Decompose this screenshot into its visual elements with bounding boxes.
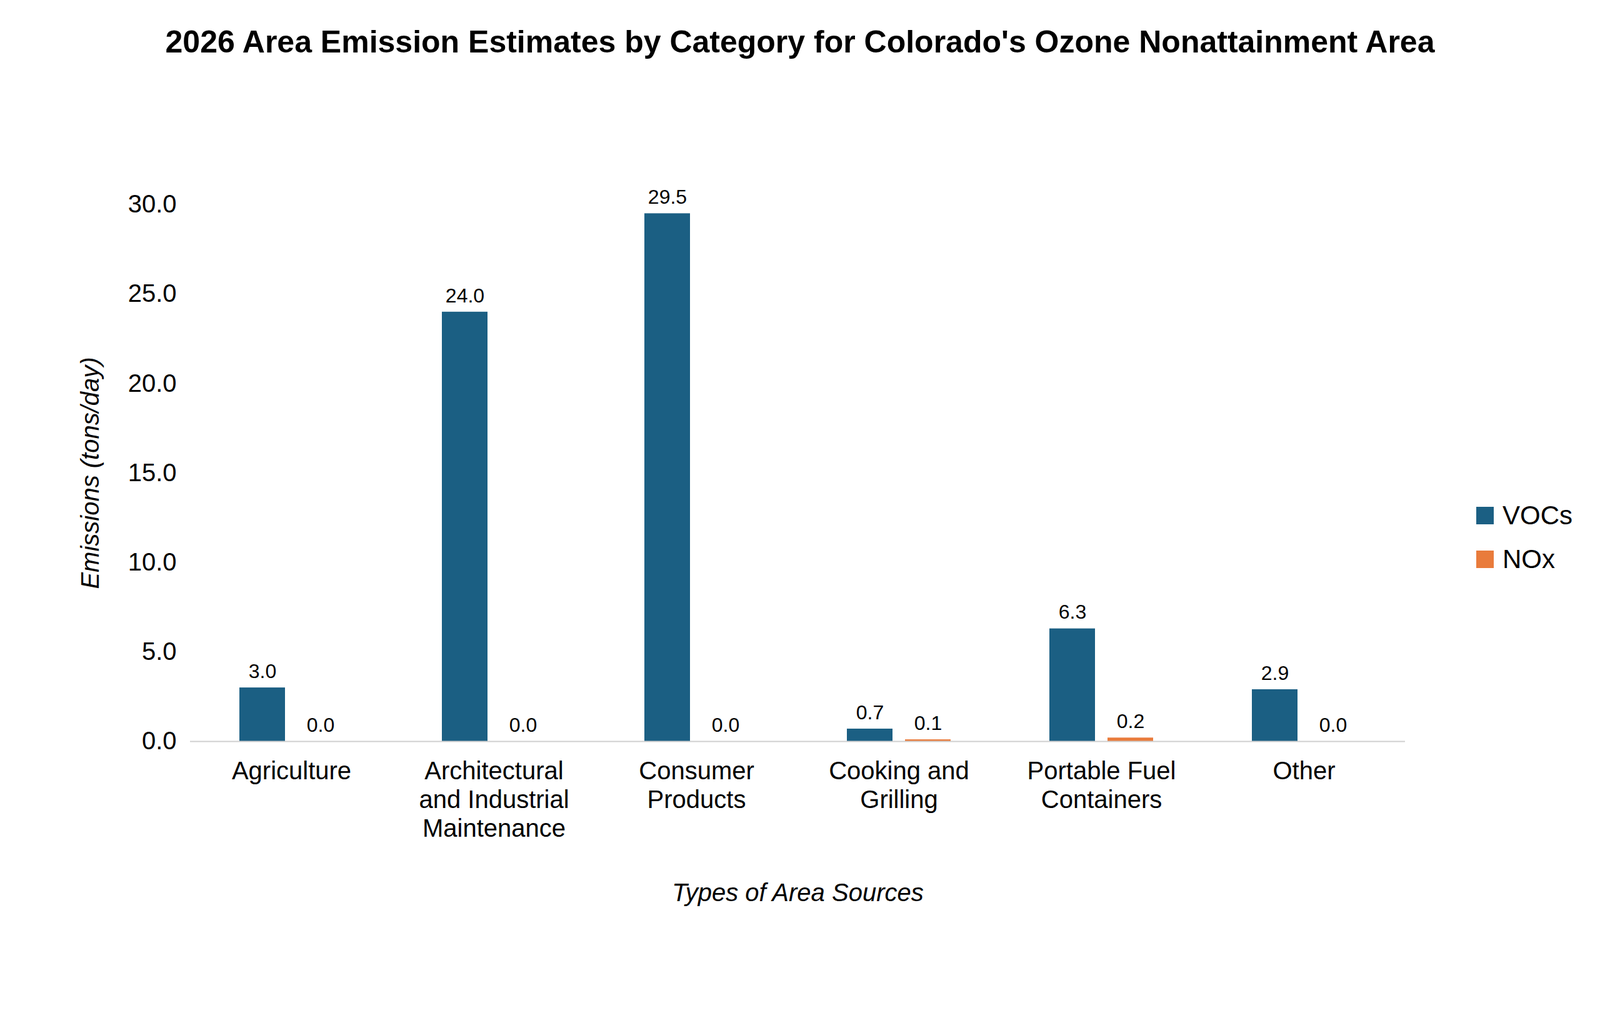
html-text:2026 Area Emission Estimates b: 2026 Area Emission Estimates by Category… [165,24,1435,60]
svg-text:24.0: 24.0 [445,284,485,307]
svg-text:Cooking andGrilling: Cooking andGrilling [828,756,970,814]
svg-text:0.0: 0.0 [1319,713,1347,737]
svg-text:10.0: 10.0 [128,548,177,576]
svg-text:3.0: 3.0 [248,660,277,683]
svg-text:Portable FuelContainers: Portable FuelContainers [1027,756,1177,814]
html-text:NOx: NOx [1502,544,1555,574]
svg-text:2.9: 2.9 [1261,661,1289,685]
html-text:VOCs: VOCs [1502,500,1573,530]
svg-text:30.0: 30.0 [128,190,177,218]
svg-text:0.0: 0.0 [141,726,177,755]
svg-text:6.3: 6.3 [1058,600,1087,624]
svg-text:Types of Area Sources: Types of Area Sources [671,878,924,907]
svg-text:Architecturaland IndustrialMai: Architecturaland IndustrialMaintenance [418,756,569,842]
svg-text:25.0: 25.0 [128,279,177,307]
svg-text:15.0: 15.0 [128,458,177,487]
svg-text:0.0: 0.0 [306,713,335,737]
svg-text:0.2: 0.2 [1116,710,1145,733]
svg-text:0.0: 0.0 [711,713,740,737]
svg-text:0.1: 0.1 [914,711,942,735]
svg-text:ConsumerProducts: ConsumerProducts [638,756,755,814]
svg-text:Agriculture: Agriculture [231,756,352,785]
svg-text:0.0: 0.0 [509,713,537,737]
svg-text:Other: Other [1272,756,1335,785]
svg-text:29.5: 29.5 [648,185,687,209]
svg-text:5.0: 5.0 [141,637,177,665]
svg-text:Emissions (tons/day): Emissions (tons/day) [76,356,104,589]
svg-text:20.0: 20.0 [128,369,177,397]
svg-text:0.7: 0.7 [856,701,884,724]
